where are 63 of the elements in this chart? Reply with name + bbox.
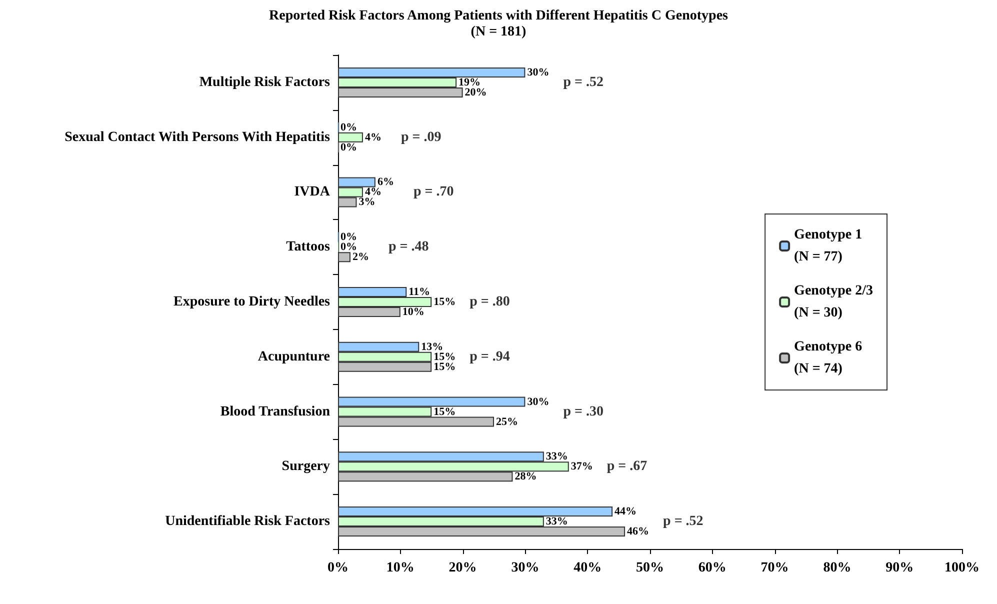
data-label: 37% [570,460,593,473]
y-tick-label: Blood Transfusion [220,404,330,420]
data-label: 46% [627,526,650,538]
data-label: 0% [340,141,357,154]
x-tick-label: 40% [574,560,602,576]
data-label: 0% [340,241,357,254]
y-tick-label: Multiple Risk Factors [199,74,331,90]
legend-label: Genotype 6 (N = 74) [794,340,862,376]
data-label: 15% [434,360,456,373]
legend-label: Genotype 1 (N = 77) [794,228,862,264]
x-tick-label: 20% [448,560,477,576]
annotation: p = .80 [470,294,510,310]
data-label: 4% [364,186,382,198]
data-label: 30% [527,396,550,408]
data-label: 44% [614,506,637,518]
annotation: p = .52 [563,74,604,90]
x-tick-label: 0% [328,560,348,576]
x-tick-label: 100% [944,560,980,576]
y-tick-label: Acupunture [258,349,330,364]
data-label: 11% [408,286,430,298]
chart-title: Reported Risk Factors Among Patients with Different Hepatitis C Genotypes [269,8,729,24]
data-label: 4% [364,131,382,144]
data-label: 2% [352,251,369,264]
y-tick-label: Unidentifiable Risk Factors [165,514,331,530]
x-tick-label: 60% [698,560,726,576]
x-tick-label: 90% [886,560,914,576]
x-tick-label: 80% [823,560,852,576]
y-tick-label: Tattoos [286,240,331,255]
data-label: 0% [340,121,357,134]
annotation: p = .67 [606,459,648,474]
data-label: 15% [434,296,456,308]
y-tick-label: IVDA [294,184,331,200]
annotation: p = .30 [563,404,604,420]
data-label: 33% [546,516,568,528]
chart-subtitle: (N = 181) [470,24,527,40]
data-label: 10% [402,306,424,318]
y-tick-label: Sexual Contact With Persons With Hepatitis [64,130,331,145]
data-label: 13% [421,340,444,353]
data-label: 6% [377,176,394,188]
legend-label: Genotype 2/3 (N = 30) [794,284,874,320]
data-label: 28% [514,470,537,483]
y-tick-label: Surgery [282,459,330,474]
annotation: p = .09 [400,130,442,145]
data-label: 33% [546,450,568,463]
data-label: 30% [527,66,550,78]
data-label: 15% [434,350,456,363]
data-label: 15% [434,406,456,418]
bar [338,252,350,262]
data-label: 20% [464,86,487,98]
bar [338,132,363,142]
x-tick-label: 50% [636,560,664,576]
annotation: p = .94 [470,349,510,364]
data-label: 3% [358,196,376,208]
data-label: 19% [458,76,481,88]
annotation: p = .48 [388,240,429,255]
x-tick-label: 70% [760,560,789,576]
data-label: 0% [340,231,357,244]
annotation: p = .52 [663,514,704,530]
x-tick-label: 30% [511,560,540,576]
data-label: 25% [496,416,518,428]
y-tick-label: Exposure to Dirty Needles [174,294,331,310]
x-tick-label: 10% [386,560,414,576]
annotation: p = .70 [413,184,454,200]
